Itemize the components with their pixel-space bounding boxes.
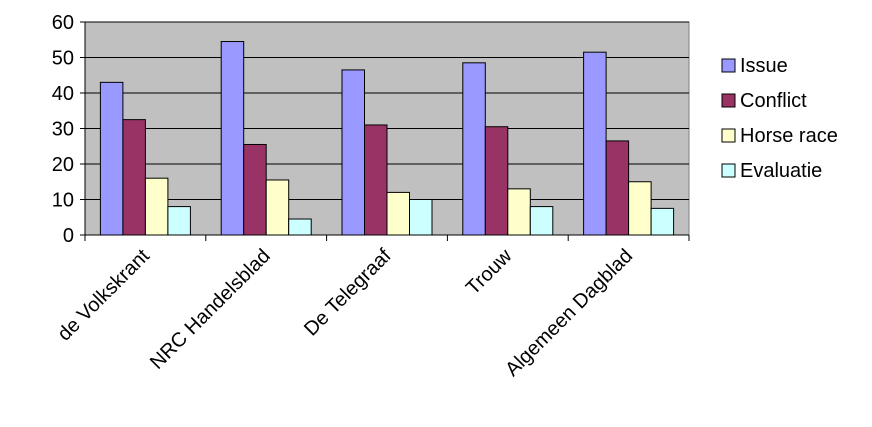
legend-label: Evaluatie	[740, 160, 822, 182]
bar-evaluatie	[409, 199, 433, 236]
legend-label: Issue	[740, 55, 788, 77]
legend-swatch	[721, 93, 736, 108]
bar-issue	[99, 81, 124, 236]
bar-issue	[341, 69, 365, 236]
legend: Issue Conflict Horse race Evaluatie	[721, 55, 838, 182]
bar-conflict	[605, 140, 630, 236]
legend-label: Horse race	[740, 125, 838, 147]
y-tick-label: 50	[52, 48, 74, 70]
y-axis: 0 10 20 30 40 50 60	[52, 12, 86, 247]
y-tick-label: 60	[52, 12, 74, 34]
bar-horse-race	[144, 177, 169, 236]
y-tick-label: 40	[52, 83, 74, 105]
x-category-label: Algemeen Dagblad	[501, 245, 637, 381]
legend-label: Conflict	[740, 90, 807, 112]
bar-conflict	[364, 124, 388, 236]
bar-issue	[220, 41, 245, 236]
legend-swatch	[721, 163, 736, 178]
y-tick-label: 10	[52, 190, 74, 212]
x-category-label: De Telegraaf	[300, 245, 396, 341]
x-category-label: NRC Handelsblad	[146, 245, 275, 374]
bar-evaluatie	[288, 218, 312, 236]
bar-evaluatie	[529, 206, 554, 236]
y-tick-label: 0	[63, 225, 74, 247]
bar-issue	[583, 51, 607, 236]
bar-evaluatie	[650, 207, 675, 236]
y-tick-label: 20	[52, 154, 74, 176]
bar-horse-race	[628, 181, 652, 236]
legend-swatch	[721, 128, 736, 143]
bar-conflict	[122, 119, 146, 236]
bar-issue	[462, 62, 486, 236]
bar-conflict	[243, 143, 267, 236]
bar-horse-race	[507, 188, 531, 236]
y-tick-label: 30	[52, 119, 74, 141]
bars	[99, 41, 675, 236]
x-category-label: de Volkskrant	[53, 245, 154, 346]
x-category-label: Trouw	[462, 245, 517, 300]
bar-conflict	[484, 126, 509, 236]
bar-horse-race	[265, 179, 290, 236]
bar-evaluatie	[167, 206, 191, 236]
legend-swatch	[721, 58, 736, 73]
bar-horse-race	[386, 191, 410, 236]
